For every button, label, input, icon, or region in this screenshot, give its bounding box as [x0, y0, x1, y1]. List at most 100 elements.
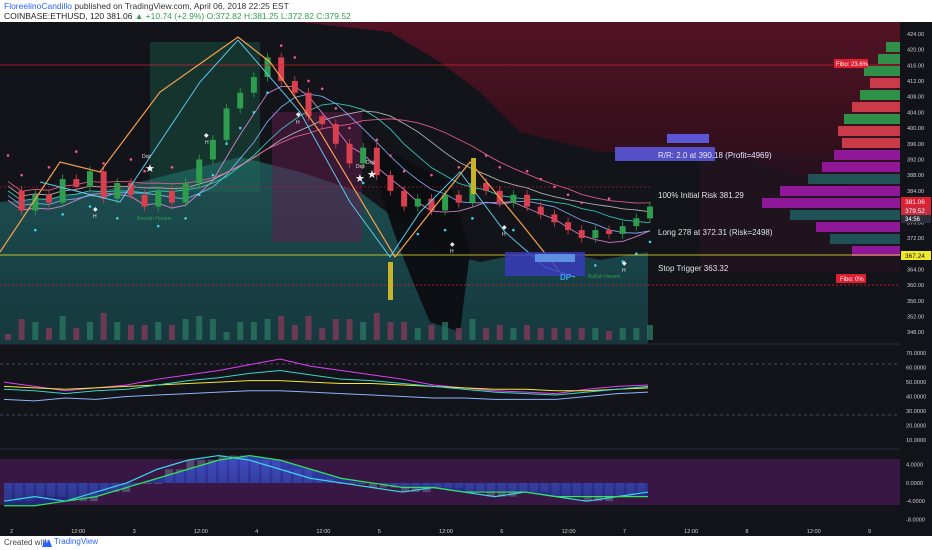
- volume-bar: [86, 322, 93, 340]
- sar-dot: [34, 228, 37, 232]
- sar-dot: [129, 158, 133, 161]
- trading-chart[interactable]: R/R: 2.0 at 390.18 (Profit=4969) 100% In…: [0, 22, 932, 536]
- volume-bar: [496, 325, 503, 340]
- h-label-3: H: [296, 120, 300, 126]
- candle-body: [592, 230, 599, 238]
- price-axis[interactable]: [900, 22, 932, 536]
- zigzag-line-2: [39, 39, 576, 278]
- oscillator-axis-tick: 60.0000: [906, 366, 926, 372]
- candle-body: [360, 147, 367, 164]
- volume-bar: [537, 328, 544, 340]
- oscillator-axis-tick: 10.0000: [906, 438, 926, 444]
- sar-dot: [102, 162, 105, 165]
- price-axis-tick: 388.00: [907, 173, 924, 179]
- candle-body: [619, 226, 626, 235]
- pattern-markers: ★ ★ ★ ◆ ◆ ◆ ◆ ◆ ◆: [93, 112, 627, 300]
- sar-dot: [512, 228, 515, 232]
- sar-dot: [566, 193, 570, 197]
- time-axis[interactable]: [0, 525, 932, 536]
- volume-bar: [278, 316, 285, 340]
- candle-body: [332, 124, 339, 144]
- volume-bar: [141, 325, 148, 340]
- volume-bar: [237, 322, 244, 340]
- momentum-bar: [154, 482, 163, 484]
- ohlc-values: O:372.82 H:381.25 L:372.82 C:379.52: [206, 11, 351, 21]
- sar-dot: [471, 217, 474, 220]
- time-axis-tick: 6: [500, 529, 503, 535]
- sar-dot: [6, 154, 10, 157]
- volume-bar: [223, 332, 230, 340]
- volume-bar: [428, 325, 435, 340]
- oscillator-line: [3, 390, 649, 402]
- volume-bar: [619, 328, 626, 340]
- sar-dot: [61, 213, 64, 216]
- volume-bar: [59, 316, 66, 340]
- candle-body: [237, 92, 244, 109]
- volume-bar: [524, 325, 531, 340]
- volume-profile-bar: [834, 150, 900, 160]
- sar-dot: [443, 228, 447, 232]
- candle-body: [551, 214, 558, 223]
- volume-bar: [32, 322, 39, 340]
- doji-label-1: Doji: [142, 154, 151, 160]
- sar-dot: [211, 173, 215, 177]
- time-axis-tick: 4: [255, 529, 258, 535]
- tradingview-logo-icon: [42, 539, 52, 547]
- oscillator-axis-labels: 10.0000 20.0000 30.0000 40.0000 50.0000 60.00…: [906, 351, 926, 444]
- sar-dot: [348, 126, 351, 130]
- time-axis-tick: 12:00: [684, 529, 698, 535]
- volume-profile-bar: [844, 114, 900, 124]
- price-tag-countdown: 34:56: [905, 217, 921, 223]
- volume-bar: [319, 328, 326, 340]
- price-axis-tick: 360.00: [907, 283, 924, 289]
- sar-dot: [266, 91, 269, 95]
- sar-dot: [143, 169, 146, 173]
- candle-body: [442, 194, 449, 211]
- volume-bar: [155, 322, 162, 340]
- volume-profile-bar: [852, 246, 900, 256]
- last-price: 381.06: [106, 11, 133, 21]
- fibo-top-tag: Fibo: 23.6%: [836, 62, 869, 68]
- created-with-label: Created with: [4, 538, 49, 547]
- momentum-signal-line: [4, 454, 648, 507]
- volume-profile-bar: [790, 210, 900, 220]
- price-axis-tick: 412.00: [907, 79, 924, 85]
- diamond-icon: ◆: [296, 112, 301, 118]
- candle-body: [496, 190, 503, 203]
- price-axis-tick: 364.00: [907, 267, 924, 273]
- sar-dot: [539, 177, 543, 181]
- volume-bar: [442, 322, 449, 340]
- symbol-line: COINBASE:ETHUSD, 120 381.06 ▲ +10.74 (+2…: [4, 11, 351, 21]
- chart-footer: Created with TradingView: [0, 536, 932, 550]
- candle-body: [168, 190, 175, 203]
- volume-bar: [264, 319, 271, 340]
- author-link[interactable]: FloreelinoCandillo: [4, 1, 73, 11]
- trade-zone: [505, 134, 715, 276]
- price-axis-tick: 424.00: [907, 32, 924, 38]
- sar-dot: [197, 193, 201, 197]
- sar-dot: [457, 166, 461, 169]
- sar-dot: [74, 150, 78, 153]
- sar-dot: [170, 166, 174, 169]
- tradingview-brand[interactable]: TradingView: [54, 537, 99, 546]
- candle-body: [32, 194, 39, 211]
- momentum-pane: [0, 448, 900, 529]
- candle-body: [73, 179, 80, 187]
- doji-label-3: Doji: [366, 160, 375, 166]
- candle-body: [182, 183, 189, 203]
- price-tags: 381.06 379.52 34:56 367.24 Fibo: 23.6% F…: [834, 59, 931, 283]
- oscillator-lines: [3, 358, 649, 402]
- volume-spike-marker: [471, 158, 476, 194]
- volume-profile-block: [272, 112, 362, 242]
- volume-bar: [168, 325, 175, 340]
- momentum-axis-tick: 4.0000: [906, 463, 923, 469]
- volume-bar: [196, 316, 203, 340]
- candle-body: [264, 57, 271, 78]
- momentum-axis-tick: -4.0000: [906, 499, 925, 505]
- sar-dot: [334, 107, 338, 110]
- volume-bar: [291, 325, 298, 340]
- candle-body: [606, 230, 613, 235]
- sar-dot: [307, 79, 310, 83]
- oscillator-line: [3, 358, 649, 395]
- fibo-bottom-tag: Fibo: 0%: [840, 277, 864, 283]
